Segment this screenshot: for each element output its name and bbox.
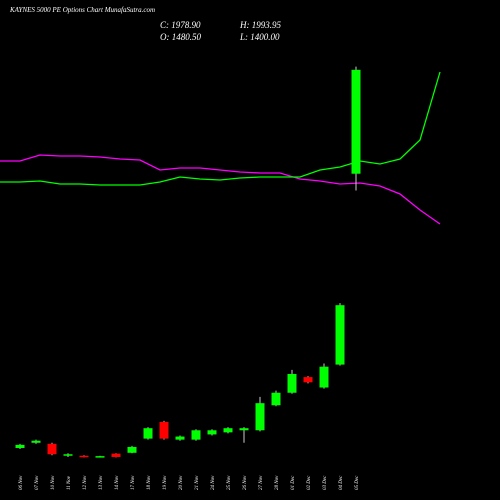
candle-body	[175, 436, 185, 440]
x-tick-label: 28 Nov	[275, 475, 280, 490]
candle-body	[111, 453, 121, 457]
x-tick-label: 27 Nov	[259, 475, 264, 490]
candle-body	[127, 446, 137, 453]
x-tick-label: 07 Nov	[35, 475, 40, 490]
low-label: L: 1400.00	[239, 32, 280, 42]
x-tick-label: 10 Nov	[51, 475, 56, 490]
x-tick-label: 01 Dec	[291, 475, 296, 490]
x-tick-label: 04 Dec	[339, 475, 344, 490]
candle-body	[31, 440, 41, 443]
candle-body	[159, 421, 169, 439]
candle-body	[255, 403, 265, 431]
candle-body	[207, 430, 217, 435]
candle-body	[335, 305, 345, 365]
x-tick-label: 19 Nov	[163, 475, 168, 490]
candle-body	[63, 454, 73, 456]
x-tick-label: 11 Nov	[67, 475, 72, 490]
candle-body	[351, 69, 361, 174]
x-tick-label: 25 Nov	[227, 475, 232, 490]
x-tick-label: 03 Dec	[323, 475, 328, 490]
x-tick-label: 02 Dec	[307, 475, 312, 490]
chart-title: KAYNES 5000 PE Options Chart MunafaSutra…	[9, 6, 155, 14]
open-label: O: 1480.50	[160, 32, 201, 42]
x-tick-label: 20 Nov	[179, 475, 184, 490]
candle-body	[271, 392, 281, 406]
candle-body	[239, 428, 249, 431]
close-label: C: 1978.90	[160, 20, 201, 30]
x-tick-label: 24 Nov	[211, 475, 216, 490]
candle-body	[143, 428, 153, 439]
candle-body	[79, 455, 89, 458]
candle-body	[319, 366, 329, 388]
candle-body	[287, 373, 297, 393]
candle-body	[47, 443, 57, 455]
x-tick-label: 18 Nov	[147, 475, 152, 490]
indicator-line	[0, 71, 441, 186]
x-tick-label: 21 Nov	[195, 475, 200, 490]
x-tick-label: 17 Nov	[131, 475, 136, 490]
x-tick-label: 05 Dec	[355, 475, 360, 490]
candle-body	[223, 428, 233, 433]
candle-body	[191, 430, 201, 440]
candle-body	[15, 444, 25, 448]
high-label: H: 1993.95	[239, 20, 281, 30]
x-tick-label: 26 Nov	[243, 475, 248, 490]
x-tick-label: 13 Nov	[99, 475, 104, 490]
candle-body	[303, 377, 313, 383]
indicator-line	[0, 154, 441, 225]
candle-body	[95, 456, 105, 458]
x-tick-label: 12 Nov	[83, 475, 88, 490]
x-tick-label: 14 Nov	[115, 475, 120, 490]
x-tick-label: 06 Nov	[19, 475, 24, 490]
